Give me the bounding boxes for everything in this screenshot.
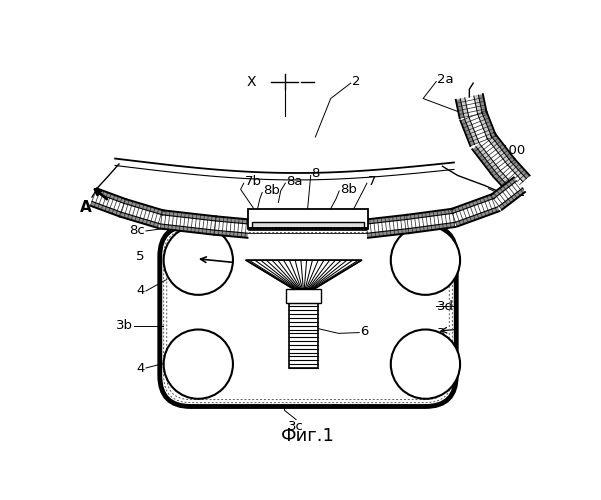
Text: A: A (80, 200, 92, 216)
Circle shape (391, 330, 460, 399)
Polygon shape (490, 178, 525, 210)
Text: 7: 7 (368, 175, 376, 188)
Bar (248, 208, 368, 228)
Polygon shape (497, 162, 526, 191)
Text: 101: 101 (501, 168, 526, 180)
Text: 4: 4 (437, 368, 445, 380)
Polygon shape (460, 110, 496, 146)
Polygon shape (367, 220, 408, 233)
Polygon shape (215, 221, 249, 233)
Text: 102: 102 (501, 186, 526, 199)
Polygon shape (465, 112, 492, 144)
Bar (252, 222, 364, 228)
Text: 3: 3 (437, 327, 445, 340)
Text: 3d: 3d (437, 300, 454, 313)
Text: X: X (246, 74, 256, 88)
Text: 4: 4 (136, 362, 144, 374)
Polygon shape (160, 210, 216, 234)
Polygon shape (453, 198, 498, 222)
Circle shape (163, 330, 233, 399)
Polygon shape (121, 204, 163, 224)
Polygon shape (407, 214, 454, 228)
Polygon shape (456, 94, 487, 118)
Polygon shape (215, 216, 249, 238)
Bar (286, 288, 322, 302)
Polygon shape (246, 260, 362, 288)
Polygon shape (406, 208, 455, 233)
Polygon shape (120, 199, 164, 228)
Text: 3c: 3c (288, 420, 304, 434)
Polygon shape (92, 192, 124, 212)
Bar (289, 302, 319, 368)
Polygon shape (161, 215, 216, 230)
Polygon shape (460, 95, 482, 118)
Text: 7b: 7b (245, 175, 261, 188)
Polygon shape (465, 96, 478, 116)
Polygon shape (90, 188, 126, 216)
Text: 5: 5 (136, 250, 144, 263)
Circle shape (391, 226, 460, 295)
Text: 2a: 2a (437, 72, 454, 86)
Polygon shape (493, 181, 522, 206)
Polygon shape (469, 114, 487, 142)
Polygon shape (494, 158, 529, 194)
Text: 8: 8 (311, 168, 320, 180)
Text: 100: 100 (501, 144, 526, 158)
Polygon shape (366, 215, 409, 238)
Text: 3b: 3b (116, 319, 133, 332)
Text: 8c: 8c (129, 224, 144, 237)
Text: 4: 4 (136, 284, 144, 298)
Text: 3a: 3a (431, 229, 448, 242)
Polygon shape (480, 138, 508, 170)
Text: Фиг.1: Фиг.1 (281, 427, 335, 445)
Polygon shape (472, 132, 515, 176)
Polygon shape (476, 135, 511, 173)
Text: 6: 6 (360, 324, 368, 338)
Text: 8b: 8b (263, 184, 280, 198)
Circle shape (163, 226, 233, 295)
Polygon shape (451, 194, 499, 226)
Text: 4: 4 (437, 258, 445, 270)
Text: 8b: 8b (340, 183, 357, 196)
Polygon shape (501, 164, 523, 188)
Text: 2: 2 (352, 75, 361, 88)
Text: 8a: 8a (286, 175, 302, 188)
